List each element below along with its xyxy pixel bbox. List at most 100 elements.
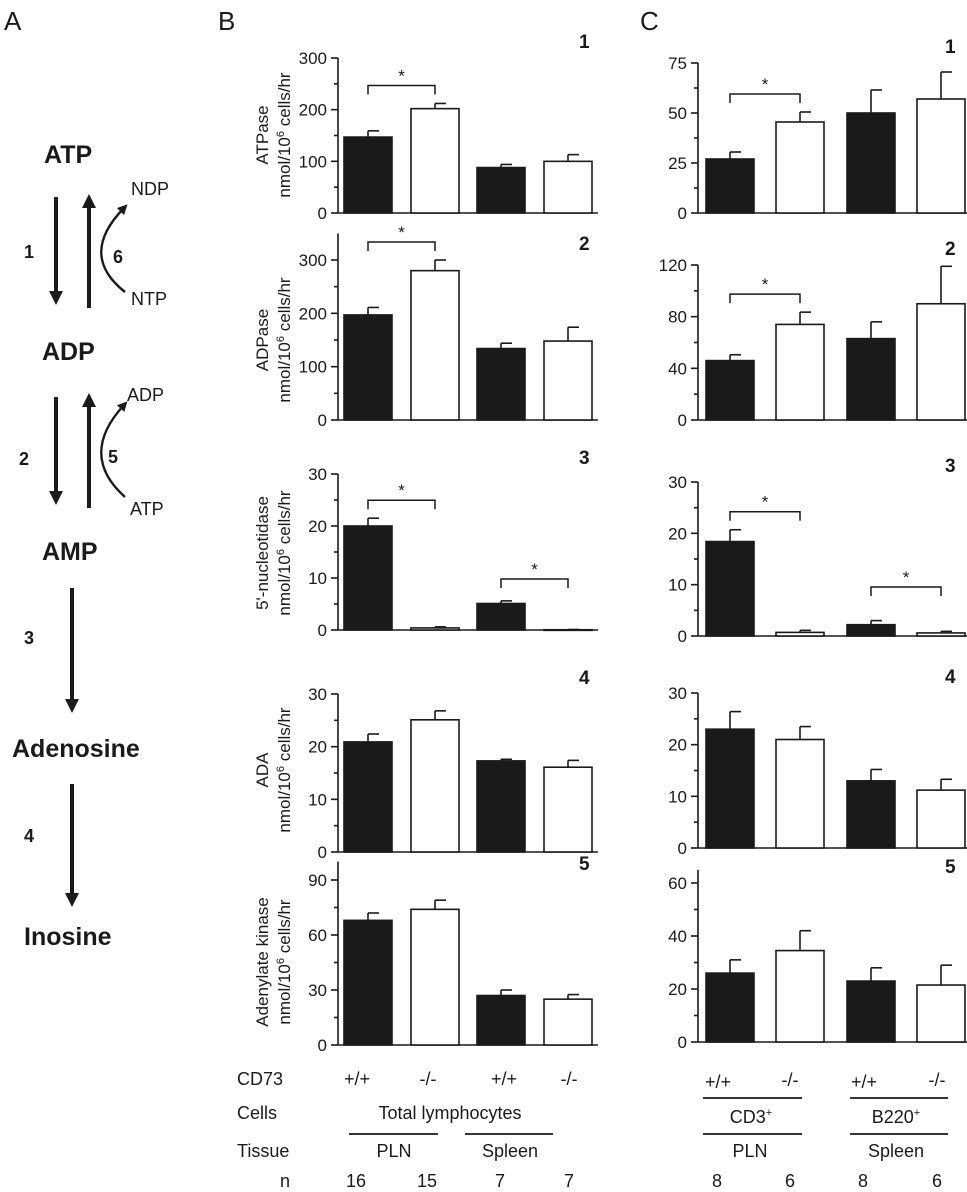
b-cells-label: Total lymphocytes <box>378 1103 521 1123</box>
bar-wildtype <box>476 994 526 1046</box>
c-genotype-3: +/+ <box>851 1072 877 1092</box>
c-n-2: 6 <box>785 1171 795 1191</box>
y-axis-label: ADA <box>253 752 272 788</box>
bar-knockout <box>916 789 966 849</box>
bar-wildtype <box>476 602 526 631</box>
chart-B5: 0 30 60 90 5 Adenylate kinase nmol/106 cells/h… <box>253 854 598 1055</box>
y-tick-label: 0 <box>678 411 687 430</box>
bar-wildtype <box>343 741 393 853</box>
step-2-label: 2 <box>19 449 29 469</box>
y-tick-label: 0 <box>318 411 327 430</box>
y-tick-label: 20 <box>308 517 327 536</box>
panel-letter-a: A <box>4 6 22 36</box>
side-atp-label: ATP <box>130 499 164 519</box>
y-tick-label: 0 <box>318 204 327 223</box>
y-tick-label: 0 <box>678 627 687 646</box>
bar-knockout <box>775 121 825 214</box>
significance-bracket <box>729 93 801 103</box>
bar-knockout <box>775 631 825 637</box>
panel-letter-b: B <box>218 6 235 36</box>
metabolite-inosine: Inosine <box>24 923 112 951</box>
chart-number: 1 <box>579 32 590 53</box>
chart-C2: 0 40 80 120 2 * <box>659 239 967 430</box>
bar-wildtype <box>343 314 393 421</box>
y-tick-label: 20 <box>668 736 687 755</box>
y-tick-label: 20 <box>668 980 687 999</box>
y-tick-label: 0 <box>318 621 327 640</box>
step-5-label: 5 <box>108 447 118 467</box>
bar-knockout <box>410 719 460 853</box>
y-tick-label: 40 <box>668 359 687 378</box>
y-axis-unit: nmol/106 cells/hr <box>275 72 294 198</box>
chart-number: 2 <box>579 234 590 255</box>
y-tick-label: 60 <box>308 926 327 945</box>
chart-number: 4 <box>945 667 956 688</box>
pathway-diagram: ATP ADP AMP Adenosine Inosine 1 6 NDP NT… <box>12 141 169 951</box>
bar-wildtype <box>705 540 755 637</box>
bar-knockout <box>775 323 825 421</box>
significance-bracket <box>870 586 942 596</box>
significance-bracket <box>729 510 801 521</box>
b-genotype-4: -/- <box>561 1069 578 1089</box>
bar-knockout <box>543 998 593 1046</box>
significance-star: * <box>531 560 538 579</box>
bar-knockout <box>410 107 460 214</box>
bar-knockout <box>410 269 460 421</box>
row-label-cd73: CD73 <box>237 1069 283 1089</box>
y-axis-unit: nmol/106 cells/hr <box>275 490 294 616</box>
c-n-4: 6 <box>932 1171 942 1191</box>
y-axis-unit: nmol/106 cells/hr <box>275 277 294 403</box>
chart-C5: 0 20 40 60 5 <box>668 857 967 1052</box>
bar-knockout <box>410 627 460 631</box>
bar-wildtype <box>846 623 896 637</box>
bar-knockout <box>543 766 593 853</box>
bar-knockout <box>775 949 825 1043</box>
chart-C1: 0 25 50 75 1 * <box>668 37 967 223</box>
y-axis-label: 5'-nucleotidase <box>253 496 272 610</box>
chart-number: 1 <box>945 37 956 58</box>
metabolite-adp: ADP <box>42 338 95 366</box>
step-1-label: 1 <box>24 242 34 262</box>
y-tick-label: 30 <box>308 465 327 484</box>
significance-bracket <box>500 578 569 588</box>
chart-number: 2 <box>945 239 956 260</box>
significance-bracket <box>367 499 436 510</box>
chart-C3: 0 10 20 30 3 * * <box>668 456 967 646</box>
bar-wildtype <box>846 337 896 421</box>
y-tick-label: 10 <box>308 790 327 809</box>
y-tick-label: 0 <box>678 839 687 858</box>
significance-star: * <box>398 223 405 242</box>
y-tick-label: 300 <box>299 49 327 68</box>
bar-wildtype <box>343 919 393 1046</box>
chart-number: 5 <box>579 854 590 875</box>
y-tick-label: 40 <box>668 927 687 946</box>
significance-star: * <box>903 568 910 587</box>
metabolite-atp: ATP <box>44 141 92 169</box>
bar-wildtype <box>476 166 526 214</box>
y-tick-label: 300 <box>299 251 327 270</box>
metabolite-amp: AMP <box>42 538 98 566</box>
c-n-3: 8 <box>858 1171 868 1191</box>
bar-knockout <box>543 340 593 421</box>
c-cells-b220: B220+ <box>872 1107 920 1127</box>
bar-wildtype <box>705 728 755 849</box>
chart-number: 3 <box>945 456 956 477</box>
y-axis-label: Adenylate kinase <box>253 897 272 1026</box>
bar-wildtype <box>705 158 755 214</box>
ntp-label: NTP <box>131 289 167 309</box>
step-4-label: 4 <box>24 826 34 846</box>
sample-table: CD73 Cells Tissue n +/+ -/- +/+ -/- Tota… <box>237 1069 948 1191</box>
bar-wildtype <box>846 980 896 1043</box>
bar-wildtype <box>705 359 755 421</box>
chart-number: 4 <box>579 668 590 689</box>
bar-wildtype <box>846 112 896 214</box>
y-tick-label: 60 <box>668 874 687 893</box>
significance-bracket <box>367 241 436 251</box>
b-n-2: 15 <box>417 1171 437 1191</box>
significance-bracket <box>729 293 801 304</box>
bar-wildtype <box>343 525 393 631</box>
chart-number: 5 <box>945 857 956 878</box>
bar-knockout <box>543 160 593 214</box>
